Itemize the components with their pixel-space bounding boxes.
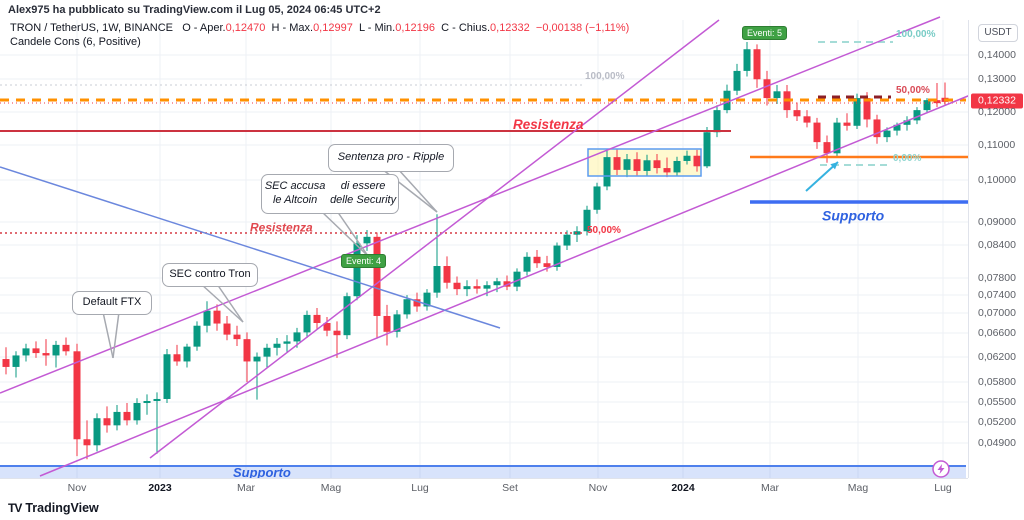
channel-upper-line[interactable]: [0, 16, 941, 394]
support-band-label: Supporto: [233, 465, 291, 480]
resistenza-dotted-label: Resistenza: [250, 221, 313, 235]
fib-right-0-label: 0,00%: [893, 153, 921, 164]
time-tick: Mar: [760, 482, 780, 494]
channel-steep-line[interactable]: [149, 19, 720, 459]
fib-left-100-label: 100,00%: [585, 71, 625, 82]
indicator-legend[interactable]: Candele Cons (6, Positive): [10, 36, 141, 48]
low-value: 0,12196: [395, 22, 435, 34]
price-tick: 0,09000: [978, 216, 1016, 228]
support-band[interactable]: [0, 466, 966, 478]
price-axis[interactable]: USDT 0,12332 0,14000 0,13000 0,12000 0,1100…: [968, 20, 1024, 478]
indicator-label: Candele Cons (6, Positive): [10, 36, 141, 48]
publish-note: Alex975 ha pubblicato su TradingView.com…: [8, 4, 381, 16]
callout-sec-altcoin-pointer: [320, 210, 369, 257]
callout-sec-contro-tron[interactable]: SEC contro Tron: [162, 263, 258, 287]
high-label: H - Max.: [271, 22, 314, 34]
symbol-legend[interactable]: TRON / TetherUS, 1W, BINANCE O - Aper.0,…: [10, 22, 629, 34]
price-tick: 0,05500: [978, 396, 1016, 408]
time-tick: Set: [502, 482, 518, 494]
current-price-badge: 0,12332: [971, 93, 1023, 109]
open-label: O - Aper.: [182, 22, 226, 34]
currency-toggle-button[interactable]: USDT: [978, 24, 1018, 42]
price-chart[interactable]: Supporto Resistenza Resistenza Supporto 100,…: [0, 0, 1024, 498]
fib-left-50-label: 50,00%: [587, 225, 621, 236]
price-tick: 0,08400: [978, 239, 1016, 251]
price-tick: 0,10000: [978, 174, 1016, 186]
price-tick: 0,11000: [978, 139, 1016, 151]
price-tick: 0,07800: [978, 272, 1016, 284]
tradingview-logo-text: TradingView: [25, 501, 99, 515]
time-tick: Mag: [320, 482, 342, 494]
high-value: 0,12997: [313, 22, 353, 34]
fib-right-100-label: 100,00%: [896, 29, 936, 40]
price-tick: 0,07400: [978, 289, 1016, 301]
time-tick-year: 2024: [671, 482, 695, 494]
flash-icon-bolt: [937, 464, 945, 474]
eventi-5-badge[interactable]: Eventi: 5: [742, 26, 788, 40]
resistenza-label: Resistenza: [513, 117, 584, 132]
callout-default-ftx-pointer: [102, 311, 120, 359]
low-label: L - Min.: [358, 22, 396, 34]
callout-sec-altcoin[interactable]: SEC accusa le Altcoin di essere delle Sec…: [261, 174, 399, 214]
open-value: 0,12470: [225, 22, 266, 34]
time-tick: Mag: [847, 482, 869, 494]
time-axis[interactable]: Nov 2023 Mar Mag Lug Set Nov 2024 Mar Mag Lug: [0, 478, 968, 498]
callout-default-ftx[interactable]: Default FTX: [72, 291, 152, 315]
fib-right-50-label: 50,00%: [896, 85, 930, 96]
candlestick-series: [2, 42, 949, 460]
price-tick: 0,07000: [978, 307, 1016, 319]
price-tick: 0,14000: [978, 49, 1016, 61]
price-tick: 0,13000: [978, 73, 1016, 85]
callout-sec-contro-tron-pointer: [200, 283, 244, 323]
time-tick: Nov: [588, 482, 608, 494]
time-tick: Nov: [67, 482, 87, 494]
grid: [0, 20, 968, 478]
change-value: −0,00138 (−1,11%): [535, 22, 630, 34]
time-tick-year: 2023: [148, 482, 172, 494]
time-tick: Lug: [934, 482, 952, 494]
price-tick: 0,12000: [978, 106, 1016, 118]
price-tick: 0,06200: [978, 351, 1016, 363]
cyan-arrow-head: [830, 162, 838, 170]
eventi-4-badge[interactable]: Eventi: 4: [341, 254, 387, 268]
close-value: 0,12332: [490, 22, 530, 34]
price-tick: 0,05800: [978, 376, 1016, 388]
symbol-title: TRON / TetherUS, 1W, BINANCE: [10, 22, 174, 34]
callout-sentenza-ripple[interactable]: Sentenza pro - Ripple: [328, 144, 454, 172]
close-label: C - Chius.: [441, 22, 491, 34]
price-tick: 0,04900: [978, 437, 1016, 449]
consolidation-box-border: [587, 148, 702, 177]
time-tick: Lug: [411, 482, 429, 494]
channel-lower-line[interactable]: [39, 88, 986, 477]
time-tick: Mar: [236, 482, 256, 494]
price-tick: 0,06600: [978, 327, 1016, 339]
price-tick: 0,05200: [978, 416, 1016, 428]
tradingview-logo[interactable]: TV TradingView: [8, 501, 99, 515]
tradingview-logo-icon: TV: [8, 501, 22, 515]
supporto-right-label: Supporto: [822, 207, 885, 223]
descending-trendline[interactable]: [0, 166, 501, 329]
